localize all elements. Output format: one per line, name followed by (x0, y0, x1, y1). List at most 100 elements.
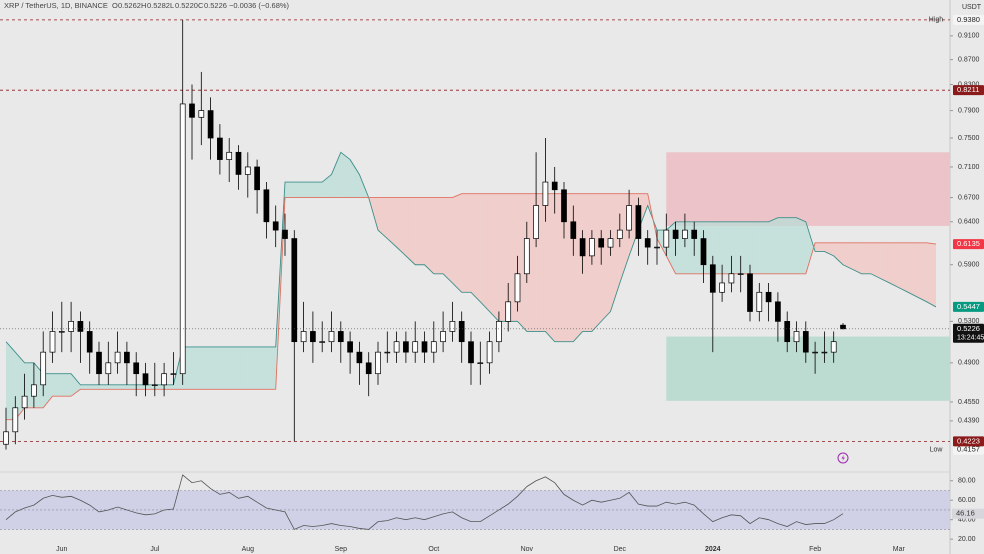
candle-body (21, 395, 28, 409)
rsi-value-box (952, 508, 984, 519)
candle-body (747, 273, 753, 312)
cloud-fill (219, 346, 230, 390)
candle-body (3, 431, 9, 445)
cloud-fill (201, 346, 211, 390)
candle-body (542, 181, 549, 206)
span-b-label-box (953, 239, 984, 250)
candle-body (635, 205, 642, 239)
rsi-band (0, 490, 950, 530)
candle-body (310, 331, 316, 343)
candle-body (328, 331, 335, 343)
candle-body (365, 362, 372, 375)
cloud-fill (731, 221, 741, 274)
cloud-fill (480, 193, 490, 312)
span-b-label: 0.6135 (957, 239, 980, 248)
cloud-fill (89, 384, 99, 390)
cloud-fill (843, 242, 853, 270)
x-tick-label: Mar (893, 546, 906, 553)
cloud-fill (870, 242, 881, 279)
candle-body (170, 373, 177, 375)
cloud-fill (591, 193, 602, 332)
y-tick-label: 0.5300 (958, 318, 980, 325)
cloud-fill (471, 193, 481, 302)
level-label-box (953, 436, 984, 447)
candle-body (217, 137, 223, 160)
candle-body (393, 341, 400, 353)
span-a-label-box (953, 301, 984, 312)
h-value: 0.5282 (147, 1, 170, 10)
candle-body (561, 189, 567, 223)
cloud-fill (861, 242, 871, 274)
rsi-tick-label: 80.00 (958, 478, 976, 485)
y-tick-label: 0.6700 (958, 194, 980, 201)
candle-body (58, 331, 65, 333)
span-a-label: 0.5447 (957, 302, 980, 311)
y-tick-label: 0.4390 (958, 418, 980, 425)
candle-body (775, 301, 781, 322)
cloud-fill (805, 221, 816, 274)
candle-body (682, 229, 688, 239)
candle-body (765, 291, 772, 303)
candle-body (440, 331, 446, 343)
candle-body (468, 341, 474, 364)
y-tick-label: 0.7500 (958, 135, 980, 142)
y-tick-label: 0.7900 (958, 107, 980, 114)
candle-body (151, 384, 158, 386)
cloud-fill (815, 242, 825, 252)
change: −0.0036 (−0.68%) (229, 1, 290, 10)
cloud-fill (396, 197, 406, 256)
y-tick-label: 0.8300 (958, 81, 980, 88)
candle-body (226, 151, 233, 160)
candle-body (477, 362, 484, 364)
candle-body (709, 264, 716, 293)
candle-body (96, 351, 102, 375)
candle-body (458, 321, 465, 343)
cloud-fill (433, 197, 444, 274)
candle-body (384, 351, 391, 354)
cloud-fill (489, 193, 499, 322)
price-box (953, 323, 984, 343)
cloud-fill (257, 346, 267, 390)
c-label: C (198, 1, 204, 10)
cloud-fill (461, 193, 471, 293)
x-tick-label: Jun (56, 546, 67, 553)
candle-body (49, 331, 56, 353)
candle-body (272, 221, 279, 231)
candle-body (31, 384, 37, 397)
cloud-fill (759, 221, 769, 274)
rsi-tick-label: 60.00 (958, 497, 976, 504)
cloud-fill (740, 221, 750, 274)
currency: USDT (962, 4, 982, 11)
cloud-fill (266, 346, 276, 390)
candle-body (142, 373, 149, 386)
cloud-fill (712, 221, 723, 274)
high-name: High (929, 17, 944, 24)
candle-body (412, 341, 419, 353)
cloud-fill (889, 242, 899, 288)
cloud-fill (917, 242, 927, 302)
y-tick-label: 0.7100 (958, 164, 980, 171)
cloud-fill (6, 341, 16, 420)
cloud-fill (824, 242, 834, 256)
candle-body (86, 331, 93, 353)
alert-icon[interactable] (837, 452, 849, 464)
cloud-fill (238, 346, 248, 390)
cloud-fill (229, 346, 239, 390)
candle-body (124, 351, 130, 364)
cloud-fill (405, 197, 416, 265)
cloud-fill (833, 242, 843, 265)
y-tick-label: 0.5900 (958, 262, 980, 269)
candle-body (663, 229, 670, 248)
cloud-fill (684, 221, 695, 274)
rsi-tick-label: 20.00 (958, 536, 976, 543)
zone (666, 152, 950, 226)
cloud-fill (498, 193, 509, 322)
candle-body (189, 103, 195, 118)
candle-body (830, 341, 837, 353)
candle-body (616, 229, 623, 239)
cloud-fill (582, 193, 592, 332)
candle-body (12, 407, 19, 433)
candle-body (626, 205, 632, 231)
candle-body (403, 341, 409, 353)
cloud-fill (898, 242, 909, 293)
